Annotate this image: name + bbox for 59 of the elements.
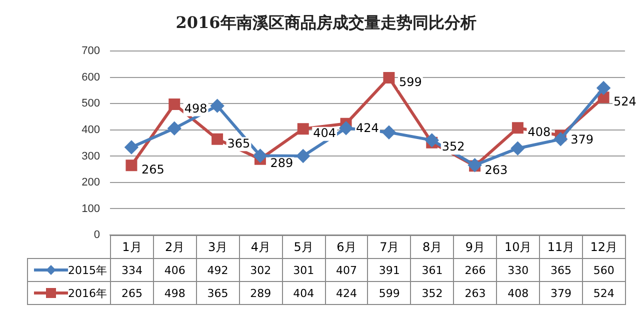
data-label: 301 [282,258,326,282]
data-label: 408 [496,282,540,304]
x-tick-label: 12月 [582,236,626,258]
x-tick-label: 1月 [110,236,154,258]
data-label: 560 [582,258,626,282]
annotation: 379 [570,132,594,147]
data-label: 498 [153,282,196,304]
data-label: 365 [540,258,582,282]
x-tick-label: 7月 [368,236,411,258]
x-tick-label: 5月 [282,236,326,258]
data-label: 391 [368,258,411,282]
data-label: 265 [110,282,154,304]
y-tick-label: 0 [94,229,100,242]
annotation: 365 [227,136,250,150]
annotation: 289 [270,156,294,170]
data-label: 404 [282,282,326,304]
data-label: 406 [153,258,196,282]
data-label: 352 [410,282,454,304]
chart-title: 2016年南溪区商品房成交量走势同比分析 [176,12,476,32]
y-tick-label: 500 [82,98,100,110]
x-tick-label: 11月 [540,236,582,258]
data-label: 302 [239,258,282,282]
y-tick-label: 700 [82,45,100,58]
annotation: 524 [614,94,636,109]
y-tick-label: 300 [82,150,100,162]
annotation: 408 [528,124,551,139]
data-label: 361 [410,258,454,282]
annotation: 352 [442,140,465,154]
data-label: 334 [110,258,154,282]
annotation: 265 [141,162,164,177]
y-tick-label: 200 [82,176,100,189]
data-label: 266 [454,258,497,282]
data-label: 599 [368,282,411,304]
x-tick-label: 10月 [496,236,540,258]
x-tick-label: 6月 [325,236,368,258]
x-tick-label: 4月 [239,236,282,258]
annotation: 599 [398,74,422,89]
annotation: 498 [184,101,208,116]
data-label: 263 [454,282,497,304]
annotation: 424 [356,120,379,135]
x-tick-label: 2月 [153,236,196,258]
x-tick-label: 8月 [410,236,454,258]
data-label: 365 [196,282,240,304]
data-label: 424 [325,282,368,304]
y-tick-label: 400 [82,124,100,136]
data-label: 379 [540,282,582,304]
legend-label: 2016年 [68,286,107,300]
x-tick-label: 3月 [196,236,240,258]
legend-label: 2015年 [68,264,107,276]
data-label: 524 [582,282,626,304]
data-label: 407 [325,258,368,282]
data-label: 492 [196,258,240,282]
x-tick-label: 9月 [454,236,497,258]
y-tick-label: 100 [82,202,100,215]
data-label: 289 [239,282,282,304]
y-tick-label: 600 [82,71,100,84]
annotation: 404 [313,126,336,140]
annotation: 263 [484,163,508,178]
data-label: 330 [496,258,540,282]
